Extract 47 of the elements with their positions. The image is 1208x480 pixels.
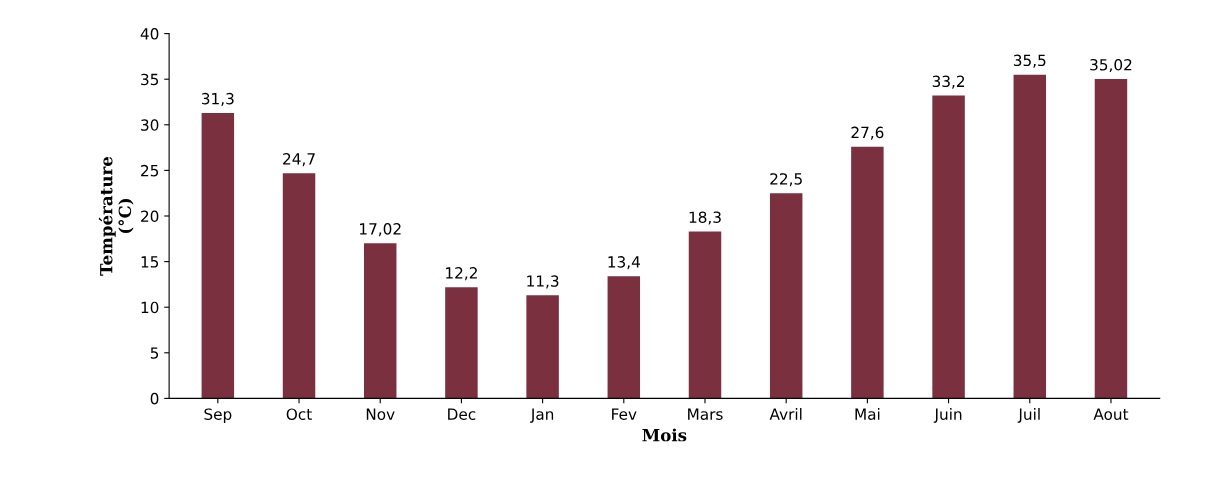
x-tick-label: Jan [530, 408, 554, 423]
y-tick-label: 5 [150, 347, 159, 359]
x-tick-label: Oct [286, 408, 312, 420]
data-label: 35,5 [1013, 54, 1046, 68]
bar [851, 146, 884, 399]
x-tick-label: Juil [1017, 408, 1040, 423]
y-axis-title: Température (°C) [98, 156, 134, 276]
x-tick-label: Juin [933, 408, 962, 423]
bar [688, 231, 722, 399]
bar [769, 193, 803, 399]
x-tick-label: Mars [688, 408, 723, 420]
bar [201, 112, 235, 399]
data-label: 13,4 [608, 256, 640, 270]
bar [932, 95, 965, 399]
data-label: 31,3 [201, 92, 234, 106]
data-label: 24,7 [283, 153, 315, 167]
x-axis-title: Mois [642, 428, 687, 442]
bar [1013, 74, 1047, 399]
y-tick-label: 35 [141, 73, 159, 86]
bar [526, 295, 559, 399]
y-tick-label: 20 [141, 210, 159, 223]
data-label: 17,02 [360, 223, 401, 237]
y-tick-label: 40 [140, 28, 159, 40]
y-tick-label: 25 [141, 164, 159, 177]
x-tick-label: Fev [612, 408, 637, 420]
y-tick-label: 15 [141, 256, 159, 268]
data-label: 27,6 [851, 126, 884, 140]
y-tick-label: 0 [150, 392, 159, 405]
y-tick-label: 30 [141, 119, 159, 131]
data-label: 11,3 [527, 275, 559, 289]
data-label: 22,5 [770, 173, 802, 187]
bar [607, 276, 641, 399]
x-tick-label: Dec [448, 408, 476, 420]
data-label: 18,3 [689, 211, 721, 225]
y-tick-label: 10 [141, 301, 159, 314]
x-tick-label: Nov [366, 408, 395, 420]
data-label: 35,02 [1090, 58, 1132, 73]
x-tick-label: Mai [855, 408, 880, 420]
data-label: 33,2 [932, 75, 965, 89]
bar [445, 287, 478, 399]
x-tick-label: Avril [769, 408, 802, 420]
bar [1094, 79, 1128, 399]
data-label: 12,2 [446, 267, 477, 281]
x-tick-label: Sep [204, 408, 232, 423]
bar [363, 243, 397, 399]
x-tick-label: Aout [1093, 408, 1129, 420]
bar [282, 173, 316, 399]
